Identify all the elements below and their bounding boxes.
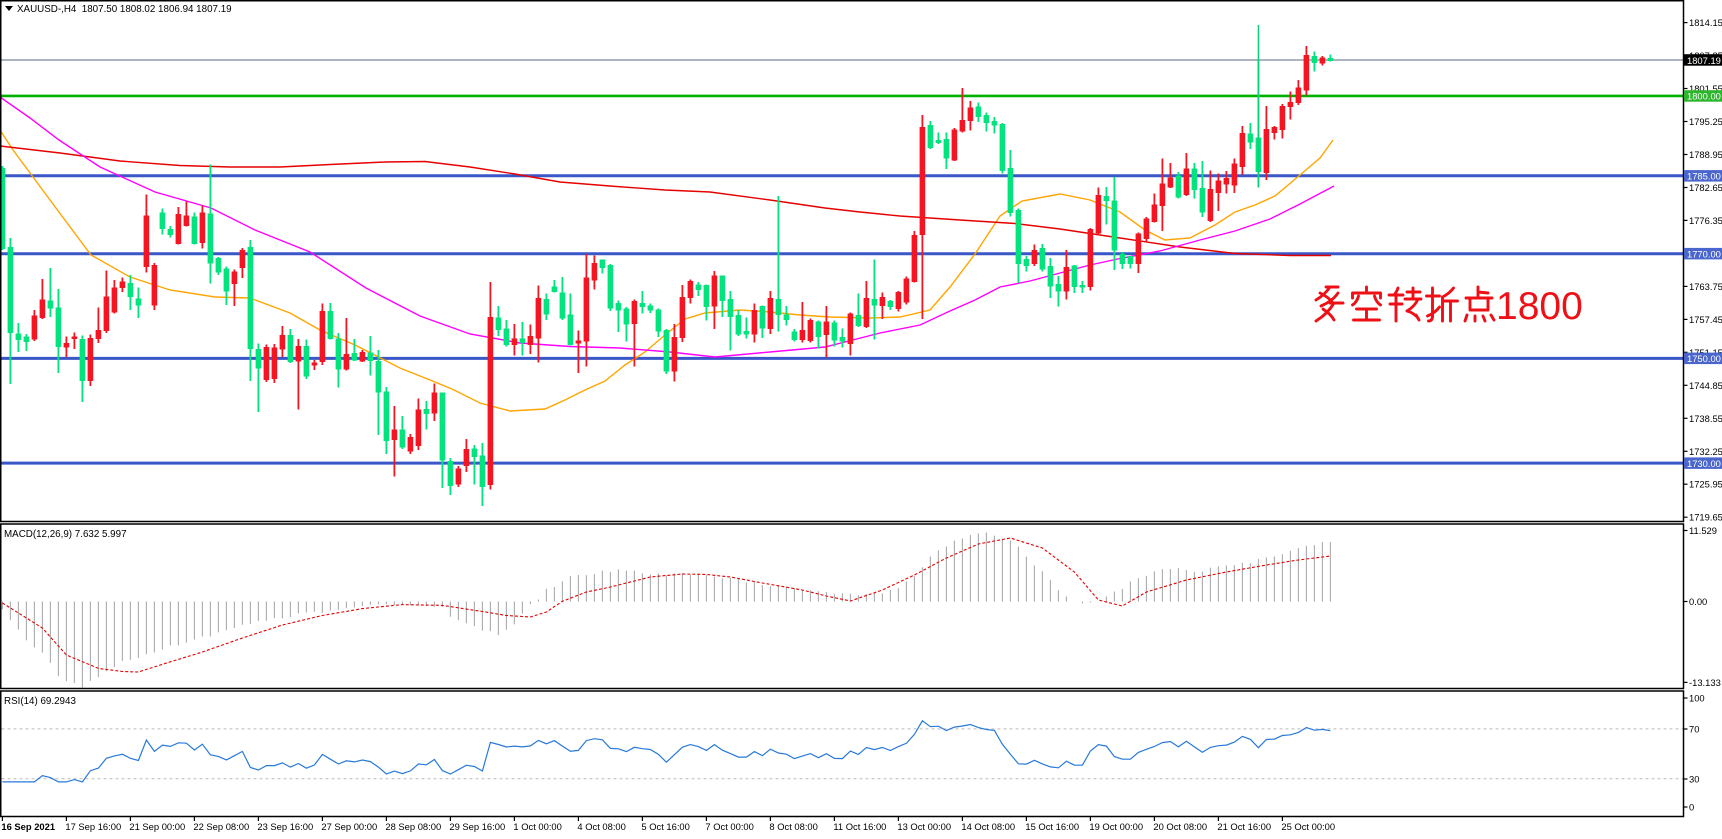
svg-text:1744.85: 1744.85 — [1689, 380, 1722, 391]
svg-text:27 Sep 00:00: 27 Sep 00:00 — [321, 821, 377, 832]
svg-text:-13.133: -13.133 — [1689, 677, 1721, 688]
svg-text:20 Oct 08:00: 20 Oct 08:00 — [1153, 821, 1207, 832]
svg-text:21 Oct 16:00: 21 Oct 16:00 — [1217, 821, 1271, 832]
svg-text:1763.75: 1763.75 — [1689, 281, 1722, 292]
svg-text:1795.25: 1795.25 — [1689, 116, 1722, 127]
svg-text:1730.00: 1730.00 — [1687, 458, 1721, 469]
svg-text:11.529: 11.529 — [1689, 525, 1717, 536]
svg-text:1801.55: 1801.55 — [1689, 83, 1722, 94]
svg-text:0: 0 — [1689, 802, 1694, 813]
svg-text:23 Sep 16:00: 23 Sep 16:00 — [257, 821, 313, 832]
svg-text:1732.25: 1732.25 — [1689, 446, 1722, 457]
svg-text:30: 30 — [1689, 774, 1699, 785]
svg-text:MACD(12,26,9) 7.632 5.997: MACD(12,26,9) 7.632 5.997 — [4, 529, 127, 540]
svg-text:1785.00: 1785.00 — [1687, 171, 1721, 182]
svg-text:1719.65: 1719.65 — [1689, 512, 1722, 523]
svg-text:1751.15: 1751.15 — [1689, 347, 1722, 358]
svg-text:8 Oct 08:00: 8 Oct 08:00 — [769, 821, 817, 832]
svg-text:1800.00: 1800.00 — [1687, 91, 1721, 102]
svg-text:15 Oct 16:00: 15 Oct 16:00 — [1025, 821, 1079, 832]
svg-text:13 Oct 00:00: 13 Oct 00:00 — [897, 821, 951, 832]
svg-text:1814.15: 1814.15 — [1689, 17, 1722, 28]
svg-text:XAUUSD-,H4 1807.50 1808.02 18: XAUUSD-,H4 1807.50 1808.02 1806.94 1807.… — [17, 4, 232, 15]
svg-text:21 Sep 00:00: 21 Sep 00:00 — [129, 821, 185, 832]
svg-text:14 Oct 08:00: 14 Oct 08:00 — [961, 821, 1015, 832]
svg-text:70: 70 — [1689, 724, 1699, 735]
svg-text:1800: 1800 — [1496, 285, 1583, 328]
svg-text:1750.00: 1750.00 — [1687, 353, 1721, 364]
svg-text:29 Sep 16:00: 29 Sep 16:00 — [449, 821, 505, 832]
svg-text:17 Sep 16:00: 17 Sep 16:00 — [65, 821, 121, 832]
svg-text:RSI(14) 69.2943: RSI(14) 69.2943 — [4, 696, 76, 707]
svg-text:16 Sep 2021: 16 Sep 2021 — [1, 821, 55, 832]
svg-text:4 Oct 08:00: 4 Oct 08:00 — [577, 821, 625, 832]
svg-text:1738.55: 1738.55 — [1689, 413, 1722, 424]
svg-text:1782.65: 1782.65 — [1689, 182, 1722, 193]
svg-text:0.00: 0.00 — [1689, 596, 1707, 607]
svg-text:1807.19: 1807.19 — [1687, 55, 1721, 66]
svg-text:1776.35: 1776.35 — [1689, 215, 1722, 226]
svg-text:1770.00: 1770.00 — [1687, 249, 1721, 260]
svg-text:11 Oct 16:00: 11 Oct 16:00 — [833, 821, 886, 832]
svg-text:1725.95: 1725.95 — [1689, 479, 1722, 490]
svg-text:22 Sep 08:00: 22 Sep 08:00 — [193, 821, 249, 832]
svg-text:19 Oct 00:00: 19 Oct 00:00 — [1089, 821, 1143, 832]
svg-text:5 Oct 16:00: 5 Oct 16:00 — [641, 821, 689, 832]
svg-text:25 Oct 00:00: 25 Oct 00:00 — [1281, 821, 1335, 832]
svg-text:1757.45: 1757.45 — [1689, 314, 1722, 325]
svg-text:7 Oct 00:00: 7 Oct 00:00 — [705, 821, 753, 832]
svg-text:1 Oct 00:00: 1 Oct 00:00 — [513, 821, 561, 832]
svg-text:1788.95: 1788.95 — [1689, 149, 1722, 160]
svg-text:28 Sep 08:00: 28 Sep 08:00 — [385, 821, 441, 832]
svg-text:100: 100 — [1689, 693, 1705, 704]
